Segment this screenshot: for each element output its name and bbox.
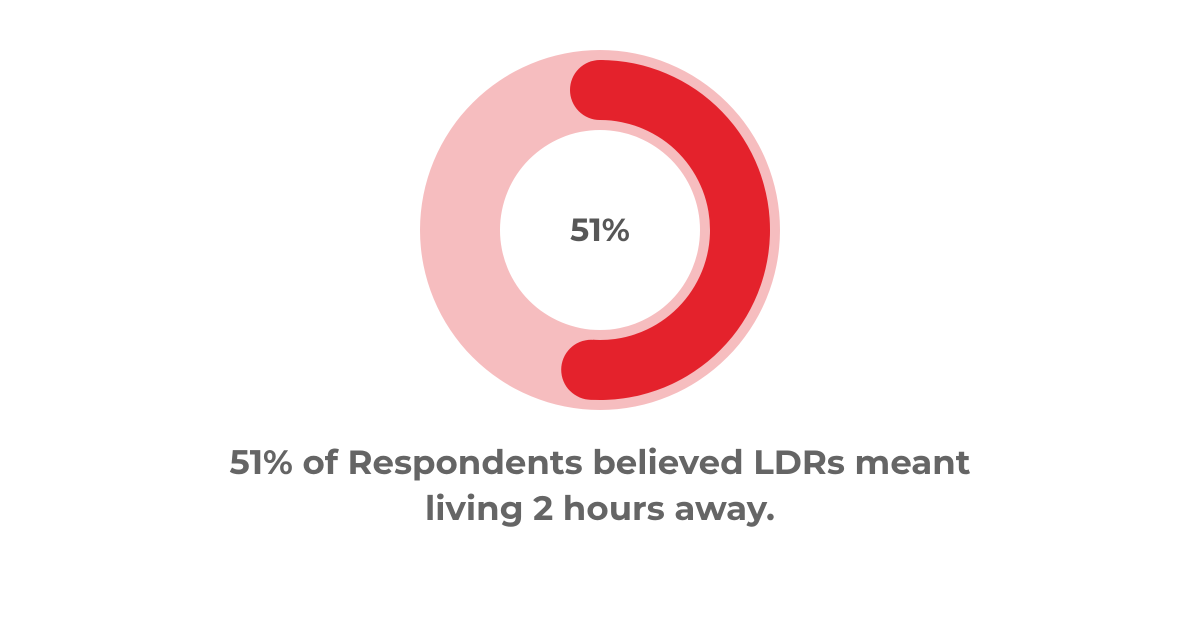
donut-chart: 51%	[410, 40, 790, 420]
donut-center-label: 51%	[410, 40, 790, 420]
chart-caption: 51% of Respondents believed LDRs meant l…	[210, 440, 990, 532]
